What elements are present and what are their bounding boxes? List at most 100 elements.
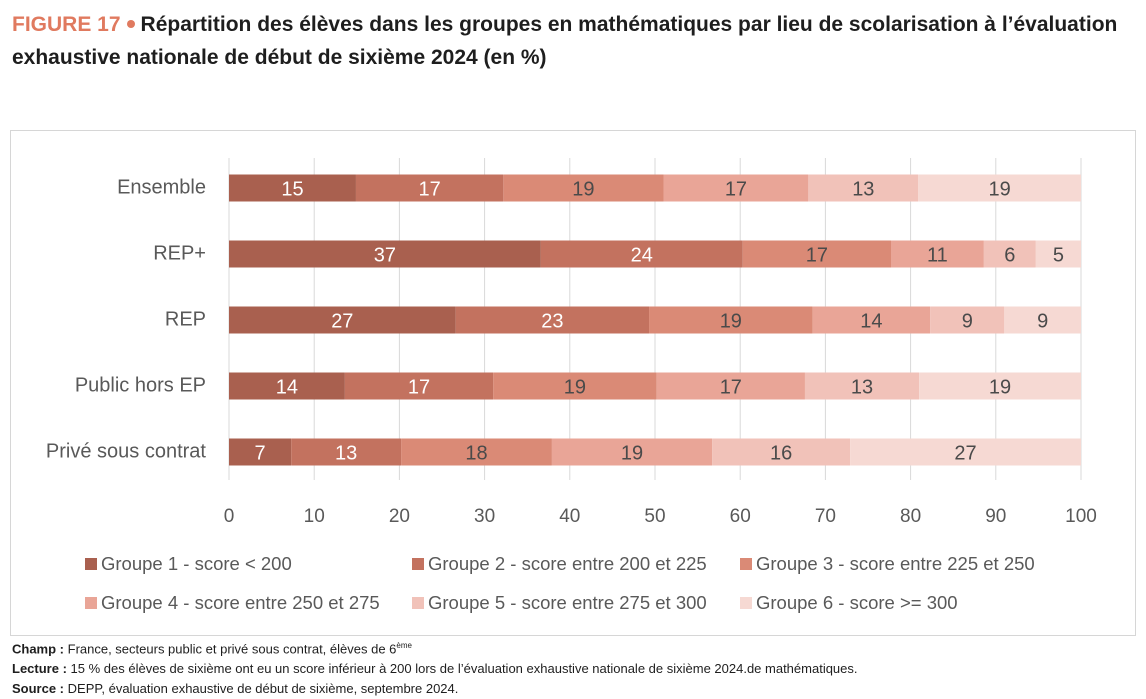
x-tick-label: 30 [474,506,495,527]
bar-segment [918,174,1081,202]
note-label: Source : [12,681,65,697]
note: Lecture : 15 % des élèves de sixième ont… [12,659,858,679]
value-label: 17 [806,244,828,266]
legend-label: Groupe 6 - score >= 300 [756,592,958,613]
bar-segment [229,240,541,268]
value-label: 14 [276,376,298,398]
note-sup: ème [396,641,412,650]
bar-segment [930,306,1005,334]
bar-segment [540,240,743,268]
legend-label: Groupe 3 - score entre 225 et 250 [756,553,1035,574]
value-label: 17 [408,376,430,398]
title-block: FIGURE 17 Répartition des élèves dans les… [12,8,1137,74]
bar-segment [649,306,813,334]
bar-segment [712,438,851,466]
bar-segment [656,372,805,400]
legend-swatch [412,597,424,609]
bar-segment [355,174,504,202]
value-label: 18 [465,442,487,464]
bar-segment [983,240,1036,268]
x-tick-label: 70 [815,506,836,527]
bar-segment [919,372,1081,400]
value-label: 9 [962,310,973,332]
legend-swatch [85,597,97,609]
bar-segment [344,372,494,400]
value-label: 37 [374,244,396,266]
value-label: 19 [989,178,1011,200]
bullet [126,19,135,28]
chart-title: Répartition des élèves dans les groupes … [12,13,1118,69]
bar-segment [850,438,1081,466]
value-label: 19 [989,376,1011,398]
bar-segment [291,438,402,466]
note-text: France, secteurs public et privé sous co… [67,641,397,657]
x-tick-label: 50 [644,506,665,527]
bar-segment [891,240,984,268]
value-label: 9 [1037,310,1048,332]
note-text: 15 % des élèves de sixième ont eu un sco… [70,661,858,677]
x-tick-label: 100 [1065,506,1097,527]
value-label: 5 [1053,244,1064,266]
legend-label: Groupe 1 - score < 200 [101,553,292,574]
x-tick-label: 20 [389,506,410,527]
value-label: 7 [255,442,266,464]
bar-segment [551,438,713,466]
bar-segment [812,306,931,334]
x-tick-label: 10 [304,506,325,527]
value-label: 14 [860,310,882,332]
legend-swatch [85,558,97,570]
value-label: 19 [564,376,586,398]
legend-label: Groupe 4 - score entre 250 et 275 [101,592,380,613]
value-label: 17 [725,178,747,200]
bar-segment [229,306,456,334]
value-label: 11 [927,244,948,266]
x-tick-label: 90 [985,506,1006,527]
value-label: 17 [720,376,742,398]
value-label: 27 [954,442,976,464]
chart: 0 10 20 30 40 50 60 70 80 90 100 Ensemble 15 17 19 17 13… [10,130,1136,636]
bar-segment [229,174,356,202]
x-tick-label: 60 [730,506,751,527]
bar-segment [1004,306,1081,334]
value-label: 15 [281,178,303,200]
notes: Champ : France, secteurs public et privé… [12,636,858,699]
chart-frame [10,130,1136,636]
note: Champ : France, secteurs public et privé… [12,636,858,659]
y-tick-label: Ensemble [117,176,206,198]
legend-swatch [740,558,752,570]
value-label: 13 [852,178,874,200]
value-label: 6 [1004,244,1015,266]
x-tick-label: 40 [559,506,580,527]
y-tick-label: REP+ [153,242,206,264]
note-text: DEPP, évaluation exhaustive de début de … [67,681,459,697]
bar-segment [493,372,657,400]
legend-swatch [412,558,424,570]
bar-segment [742,240,892,268]
bar-segment [808,174,919,202]
x-tick-label: 80 [900,506,921,527]
bar-segment [229,372,345,400]
value-label: 24 [631,244,653,266]
value-label: 23 [541,310,563,332]
note-label: Champ : [12,641,64,657]
value-label: 27 [331,310,353,332]
bar-segment [229,438,292,466]
bar-segment [1035,240,1081,268]
legend-label: Groupe 2 - score entre 200 et 225 [428,553,707,574]
figure-label: FIGURE 17 [12,13,121,36]
legend-label: Groupe 5 - score entre 275 et 300 [428,592,707,613]
value-label: 19 [572,178,594,200]
note-label: Lecture : [12,661,67,677]
y-tick-label: Privé sous contrat [46,440,207,462]
legend-swatch [740,597,752,609]
value-label: 17 [419,178,441,200]
value-label: 19 [621,442,643,464]
value-label: 13 [335,442,357,464]
bar-segment [401,438,552,466]
note: Source : DEPP, évaluation exhaustive de … [12,679,858,699]
bar-segment [503,174,664,202]
value-label: 19 [720,310,742,332]
x-tick-label: 0 [224,506,235,527]
value-label: 13 [851,376,873,398]
